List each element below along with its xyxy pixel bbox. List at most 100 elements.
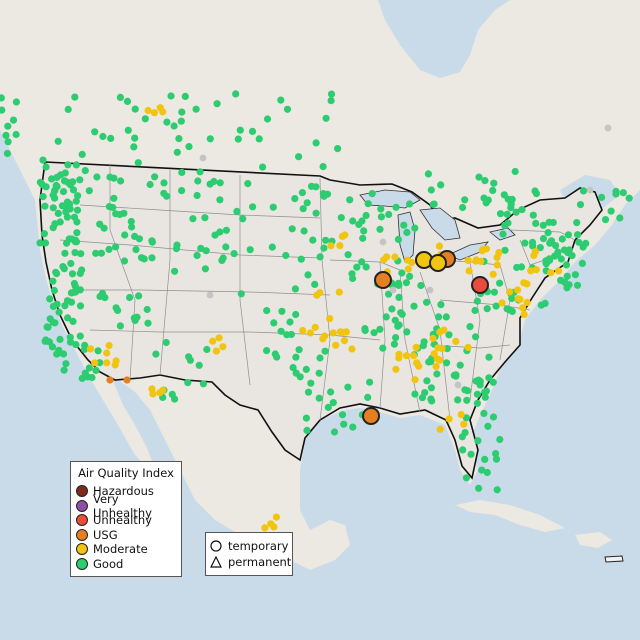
no-data-station-marker[interactable] [379,238,387,246]
good-station-marker[interactable] [573,219,581,227]
good-station-marker[interactable] [171,267,179,275]
good-station-marker[interactable] [546,239,554,247]
good-station-marker[interactable] [239,215,247,223]
good-station-marker[interactable] [307,379,315,387]
good-station-marker[interactable] [211,231,219,239]
good-station-marker[interactable] [353,263,361,271]
moderate-station-marker[interactable] [341,231,349,239]
good-station-marker[interactable] [85,364,93,372]
moderate-station-marker[interactable] [150,109,158,117]
moderate-station-marker[interactable] [493,261,501,269]
good-station-marker[interactable] [292,310,300,319]
good-station-marker[interactable] [4,122,12,130]
good-station-marker[interactable] [41,239,50,247]
moderate-station-marker[interactable] [464,256,472,264]
good-station-marker[interactable] [160,179,168,187]
good-station-marker[interactable] [81,369,89,377]
good-station-marker[interactable] [473,399,481,407]
good-station-marker[interactable] [473,297,481,305]
good-station-marker[interactable] [297,255,305,263]
moderate-station-marker[interactable] [523,298,531,306]
good-station-marker[interactable] [304,271,312,279]
good-station-marker[interactable] [49,204,57,212]
good-station-marker[interactable] [379,344,387,352]
good-station-marker[interactable] [504,195,512,203]
good-station-marker[interactable] [249,203,257,211]
moderate-station-marker[interactable] [472,257,480,265]
good-station-marker[interactable] [394,235,402,243]
good-station-marker[interactable] [474,437,482,445]
good-station-marker[interactable] [483,468,491,477]
good-station-marker[interactable] [349,217,357,225]
good-station-marker[interactable] [433,370,441,378]
good-station-marker[interactable] [390,340,398,348]
good-station-marker[interactable] [248,127,257,135]
good-station-marker[interactable] [424,170,432,178]
good-station-marker[interactable] [423,377,431,385]
good-station-marker[interactable] [201,265,209,273]
good-station-marker[interactable] [475,376,483,384]
good-station-marker[interactable] [131,232,139,240]
good-station-marker[interactable] [539,235,548,243]
good-station-marker[interactable] [541,299,549,307]
good-station-marker[interactable] [44,323,52,331]
good-station-marker[interactable] [72,197,80,205]
good-station-marker[interactable] [376,225,384,233]
good-station-marker[interactable] [385,210,393,219]
moderate-station-marker[interactable] [465,267,473,275]
good-station-marker[interactable] [287,330,295,339]
good-station-marker[interactable] [232,90,240,98]
good-station-marker[interactable] [146,180,154,189]
good-station-marker[interactable] [573,281,582,289]
good-station-marker[interactable] [323,190,332,198]
no-data-station-marker[interactable] [206,291,214,299]
good-station-marker[interactable] [167,92,175,100]
good-station-marker[interactable] [406,272,414,280]
good-station-marker[interactable] [263,347,271,355]
good-station-marker[interactable] [417,281,425,290]
good-station-marker[interactable] [291,195,299,203]
good-station-marker[interactable] [421,389,429,397]
good-station-marker[interactable] [443,345,451,353]
good-station-marker[interactable] [296,373,304,381]
good-station-marker[interactable] [218,256,226,264]
moderate-station-marker[interactable] [159,386,167,394]
moderate-station-marker[interactable] [547,269,555,277]
good-station-marker[interactable] [344,251,352,259]
moderate-station-marker[interactable] [460,420,468,428]
moderate-station-marker[interactable] [457,411,465,419]
good-station-marker[interactable] [475,173,483,181]
good-station-marker[interactable] [322,114,330,122]
good-station-marker[interactable] [503,210,511,218]
moderate-station-marker[interactable] [464,343,472,351]
good-station-marker[interactable] [463,396,471,404]
good-station-marker[interactable] [346,196,354,204]
good-station-marker[interactable] [312,183,320,191]
good-station-marker[interactable] [124,126,132,134]
good-station-marker[interactable] [49,318,57,326]
moderate-station-marker[interactable] [327,242,335,250]
good-station-marker[interactable] [575,238,583,246]
moderate-station-marker[interactable] [493,253,501,261]
good-station-marker[interactable] [117,177,125,185]
good-station-marker[interactable] [64,105,72,113]
good-station-marker[interactable] [59,263,67,271]
good-station-marker[interactable] [283,105,292,113]
good-station-marker[interactable] [71,282,79,290]
good-station-marker[interactable] [359,234,367,242]
good-station-marker[interactable] [259,163,267,171]
good-station-marker[interactable] [427,384,435,392]
good-station-marker[interactable] [492,302,500,310]
good-station-marker[interactable] [263,115,272,123]
good-station-marker[interactable] [578,259,587,267]
good-station-marker[interactable] [163,118,171,126]
good-station-marker[interactable] [143,305,151,314]
good-station-marker[interactable] [423,298,431,306]
good-station-marker[interactable] [492,450,500,458]
good-station-marker[interactable] [269,203,277,211]
good-station-marker[interactable] [485,353,493,361]
good-station-marker[interactable] [481,177,489,185]
good-station-marker[interactable] [9,116,18,124]
good-station-marker[interactable] [368,190,376,198]
good-station-marker[interactable] [398,269,406,277]
